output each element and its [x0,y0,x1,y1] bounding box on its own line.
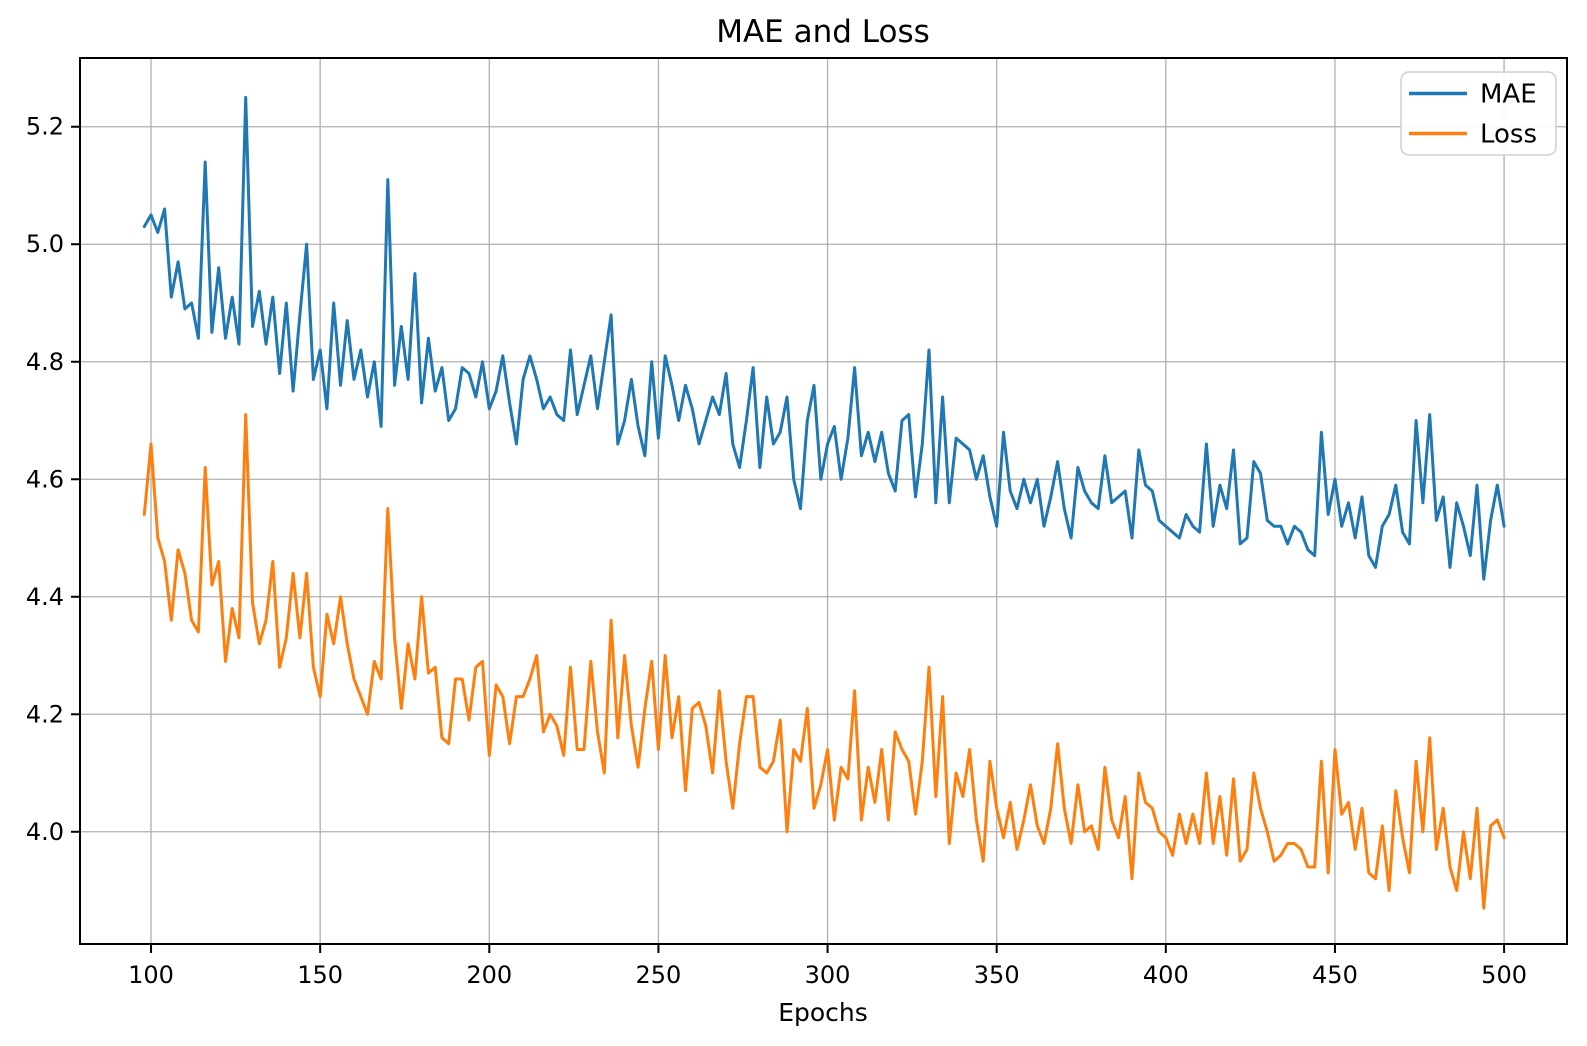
series-line-loss [142,413,1506,910]
chart-title: MAE and Loss [716,14,930,50]
x-tick-label: 500 [1481,961,1527,989]
x-tick-label: 250 [636,961,682,989]
x-tick-label: 100 [128,961,174,989]
legend: MAE Loss [1400,71,1557,156]
x-tick-label: 350 [974,961,1020,989]
x-tick-label: 200 [466,961,512,989]
legend-label-mae: MAE [1480,80,1537,110]
y-tick-label: 5.2 [26,113,64,141]
y-tick-label: 4.2 [26,700,64,728]
y-tick-label: 4.8 [26,348,64,376]
x-tick-label: 450 [1312,961,1358,989]
x-tick-label: 400 [1143,961,1189,989]
x-tick-label: 300 [805,961,851,989]
y-tick-label: 4.0 [26,818,64,846]
x-tick-label: 150 [297,961,343,989]
plot-border [79,57,1568,945]
axis-ticks [71,125,1506,953]
series-line-mae [142,95,1506,581]
y-tick-label: 4.4 [26,583,64,611]
legend-label-loss: Loss [1480,120,1537,150]
x-axis-label: Epochs [778,998,868,1027]
series-lines [142,95,1506,910]
y-tick-labels: 4.0 4.2 4.4 4.6 4.8 5.0 5.2 [26,113,64,846]
x-tick-labels: 100 150 200 250 300 350 400 450 500 [128,961,1527,989]
y-tick-label: 4.6 [26,465,64,493]
y-tick-label: 5.0 [26,230,64,258]
